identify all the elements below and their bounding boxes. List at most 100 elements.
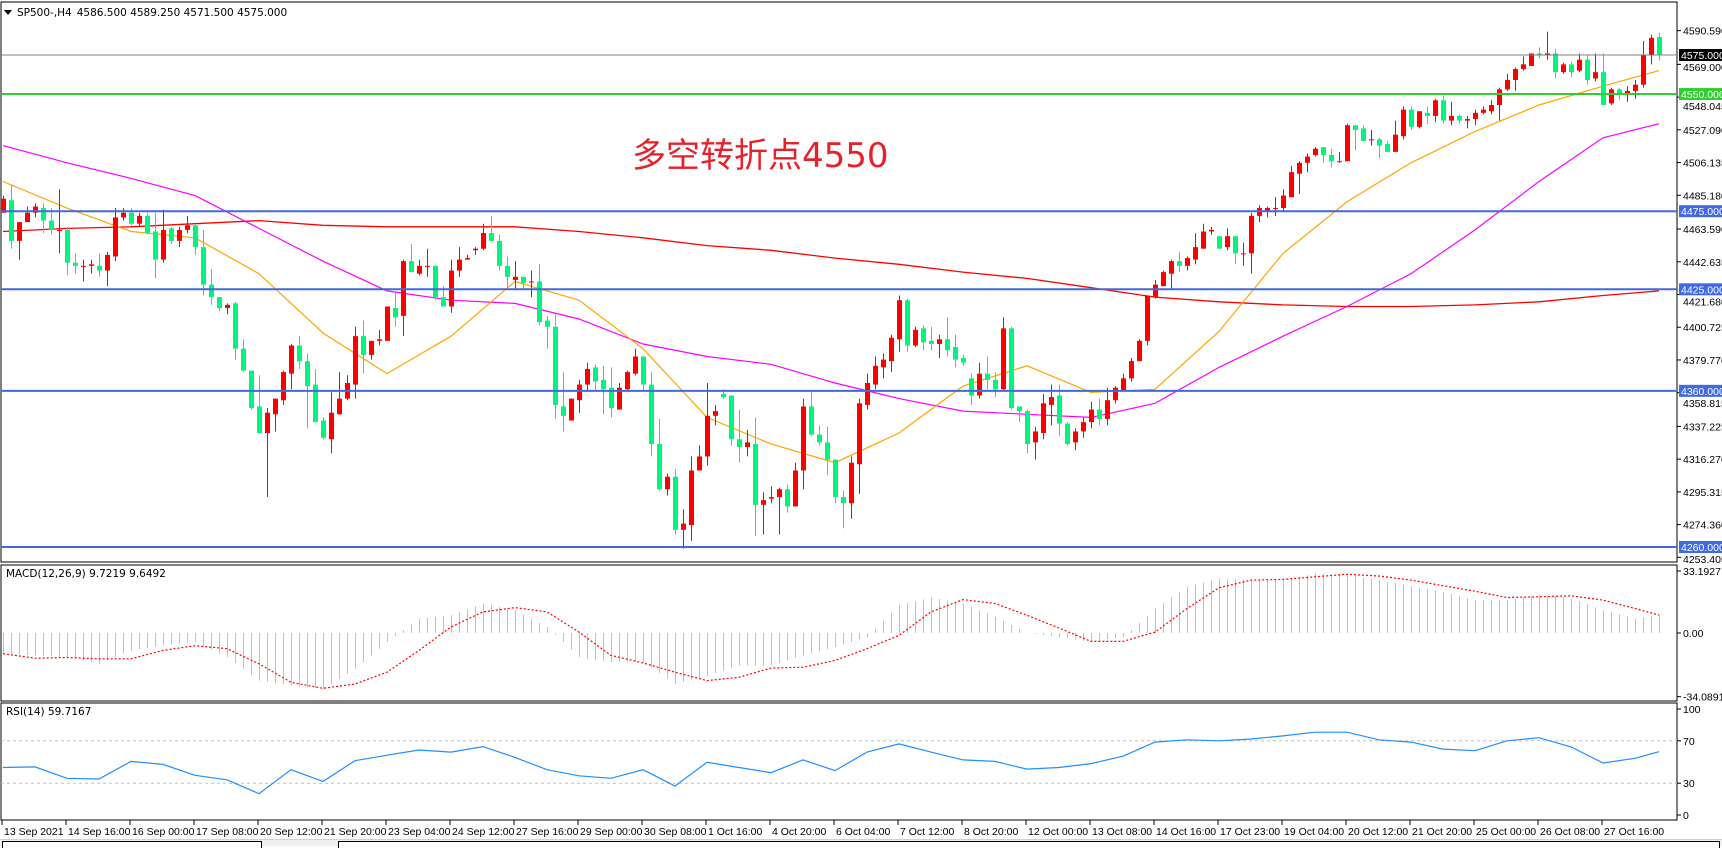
candle-body [193, 225, 198, 248]
candle-body [337, 398, 342, 415]
candle-body [897, 300, 902, 340]
price-axis-label: 4421.680 [1683, 296, 1722, 308]
candle-body [441, 297, 446, 307]
candle-body [433, 265, 438, 298]
candle-body [457, 259, 462, 271]
candle-body [385, 306, 390, 341]
candle-body [585, 368, 590, 385]
candle-body [1313, 148, 1318, 155]
level-price-tag-label: 4360.000 [1681, 386, 1722, 398]
candle-body [873, 365, 878, 385]
candle-body [201, 247, 206, 285]
price-axis-label: 4337.225 [1683, 421, 1722, 433]
candle-body [1561, 64, 1566, 73]
time-axis-label: 25 Oct 00:00 [1476, 826, 1536, 838]
candle-body [225, 304, 230, 309]
candle-body [1281, 195, 1286, 209]
candle-body [473, 248, 478, 251]
candle-body [1073, 431, 1078, 443]
candle-body [361, 336, 366, 355]
candle-body [785, 489, 790, 507]
candle-body [729, 395, 734, 440]
candle-body [481, 233, 486, 249]
candle-body [417, 265, 422, 274]
candle-body [505, 265, 510, 277]
candle-body [1137, 340, 1142, 362]
rsi-axis-label: 0 [1683, 810, 1689, 822]
time-axis-label: 27 Oct 16:00 [1604, 826, 1664, 838]
time-axis-label: 27 Sep 16:00 [516, 826, 579, 838]
candle-body [1249, 215, 1254, 254]
candle-body [985, 373, 990, 380]
candle-body [961, 358, 966, 363]
time-axis-label: 12 Oct 00:00 [1028, 826, 1088, 838]
time-axis-label: 21 Oct 20:00 [1412, 826, 1472, 838]
candle-body [1433, 100, 1438, 116]
rsi-line [2, 731, 1660, 795]
time-axis-label: 20 Sep 12:00 [260, 826, 323, 838]
price-axis-label: 4274.360 [1683, 520, 1722, 532]
candle-body [1657, 37, 1662, 55]
candle-body [161, 229, 166, 260]
candle-body [1633, 84, 1638, 91]
candle-body [849, 462, 854, 504]
time-axis-label: 29 Sep 00:00 [580, 826, 643, 838]
ma-mid-line [2, 123, 1660, 419]
candle-body [1273, 208, 1278, 210]
time-axis-label: 23 Sep 04:00 [388, 826, 451, 838]
candle-body [1345, 125, 1350, 162]
candle-body [1617, 89, 1622, 95]
candle-body [1129, 361, 1134, 379]
time-axis-label: 20 Oct 12:00 [1348, 826, 1408, 838]
rsi-axis-label: 100 [1683, 704, 1701, 716]
time-axis-label: 16 Sep 00:00 [132, 826, 195, 838]
candle-body [561, 406, 566, 416]
candle-body [1417, 111, 1422, 127]
dropdown-triangle-icon[interactable] [4, 10, 12, 16]
candle-body [25, 212, 30, 223]
macd-axis-label: -34.0891 [1683, 692, 1722, 704]
candle-body [665, 476, 670, 490]
chart-header: SP500-,H4 4586.500 4589.250 4571.500 457… [4, 7, 287, 19]
candle-body [1361, 128, 1366, 141]
candle-body [593, 367, 598, 382]
candle-body [601, 379, 606, 390]
candle-body [1217, 236, 1222, 249]
price-axis-label: 4400.725 [1683, 322, 1722, 334]
candle-body [33, 206, 38, 213]
candle-body [1409, 109, 1414, 127]
candle-body [745, 442, 750, 448]
candle-body [233, 303, 238, 349]
price-axis-label: 4463.590 [1683, 224, 1722, 236]
candle-body [113, 217, 118, 257]
candle-body [649, 384, 654, 444]
candle-body [1161, 272, 1166, 287]
candle-body [945, 339, 950, 351]
candle-body [1049, 397, 1054, 405]
candle-body [753, 443, 758, 505]
candle-body [1321, 147, 1326, 155]
candle-body [105, 254, 110, 271]
candle-body [369, 340, 374, 355]
price-axis-label: 4442.635 [1683, 257, 1722, 269]
time-axis-label: 7 Oct 12:00 [900, 826, 954, 838]
candle-body [513, 276, 518, 280]
candle-body [633, 356, 638, 374]
candle-body [697, 456, 702, 471]
time-axis-label: 1 Oct 16:00 [708, 826, 762, 838]
candle-body [617, 387, 622, 410]
candle-body [305, 361, 310, 387]
time-axis-label: 21 Sep 20:00 [324, 826, 387, 838]
candle-body [1233, 236, 1238, 254]
macd-axis-label: 0.00 [1683, 628, 1704, 640]
candle-body [881, 359, 886, 368]
candle-body [1473, 112, 1478, 120]
candle-body [1305, 156, 1310, 163]
candle-body [1649, 37, 1654, 55]
price-axis-label: 4485.180 [1683, 190, 1722, 202]
candle-body [681, 523, 686, 530]
candle-body [129, 212, 134, 224]
annotation-text[interactable]: 多空转折点4550 [632, 136, 889, 176]
candle-body [1641, 55, 1646, 85]
